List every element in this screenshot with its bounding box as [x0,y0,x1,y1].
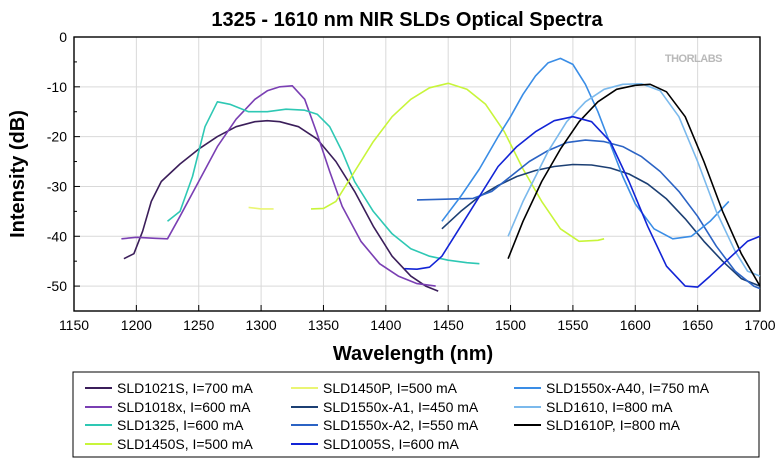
plot-area [73,36,761,312]
legend-entry: SLD1018x, I=600 mA [85,399,251,415]
series-line-10 [404,115,761,288]
y-tick-label: -50 [47,278,67,294]
legend-entry: SLD1450S, I=500 mA [85,436,253,452]
x-tick-label: 1200 [121,317,152,333]
legend-entry: SLD1021S, I=700 mA [85,380,253,396]
series-line-1 [121,85,436,287]
legend-entry: SLD1550x-A40, I=750 mA [514,380,710,396]
legend-box [72,371,760,458]
legend-label: SLD1610P, I=800 mA [546,417,681,433]
legend: SLD1021S, I=700 mA SLD1450P, I=500 mA SLD1… [85,380,710,452]
series-line-4 [248,206,274,210]
y-tick-label: -40 [47,228,67,244]
x-tick-label: 1350 [308,317,339,333]
x-tick-label: 1250 [183,317,214,333]
legend-entry: SLD1610, I=800 mA [514,399,673,415]
series-lines [121,57,761,292]
legend-entry: SLD1610P, I=800 mA [514,417,681,433]
series-line-0 [123,119,439,292]
legend-label: SLD1450P, I=500 mA [323,380,458,396]
legend-label: SLD1610, I=800 mA [546,399,673,415]
series-line-5 [441,163,761,287]
series-line-2 [167,101,480,265]
legend-entry: SLD1550x-A2, I=550 mA [291,417,479,433]
y-tick-label: -20 [47,129,67,145]
legend-label: SLD1021S, I=700 mA [117,380,253,396]
legend-label: SLD1450S, I=500 mA [117,436,253,452]
legend-entry: SLD1450P, I=500 mA [291,380,458,396]
chart-title: 1325 - 1610 nm NIR SLDs Optical Spectra [211,9,603,31]
x-tick-label: 1700 [744,317,775,333]
x-tick-label: 1400 [370,317,401,333]
x-tick-label: 1500 [495,317,526,333]
series-line-3 [310,82,605,243]
legend-label: SLD1550x-A2, I=550 mA [323,417,479,433]
legend-label: SLD1550x-A1, I=450 mA [323,399,479,415]
brand-watermark: THORLABS [665,53,722,65]
legend-label: SLD1005S, I=600 mA [323,436,459,452]
series-line-8 [507,83,761,277]
x-tick-label: 1450 [433,317,464,333]
y-tick-label: 0 [59,29,67,45]
legend-entry: SLD1005S, I=600 mA [291,436,459,452]
x-tick-label: 1550 [557,317,588,333]
legend-entry: SLD1550x-A1, I=450 mA [291,399,479,415]
legend-label: SLD1018x, I=600 mA [117,399,251,415]
legend-label: SLD1325, I=600 mA [117,417,244,433]
legend-label: SLD1550x-A40, I=750 mA [546,380,710,396]
axis-ticks: 1150 1200 1250 1300 1350 1400 1450 1500 1550 1600… [47,29,776,333]
series-line-9 [507,83,761,287]
legend-entry: SLD1325, I=600 mA [85,417,244,433]
y-axis-label: Intensity (dB) [7,110,29,238]
x-axis-label: Wavelength (nm) [333,343,493,365]
series-line-7 [441,57,730,240]
y-tick-label: -10 [47,79,67,95]
x-tick-label: 1650 [682,317,713,333]
x-tick-label: 1300 [246,317,277,333]
series-line-6 [416,139,761,290]
x-tick-label: 1150 [59,317,89,333]
y-tick-label: -30 [47,178,67,194]
x-tick-label: 1600 [620,317,651,333]
